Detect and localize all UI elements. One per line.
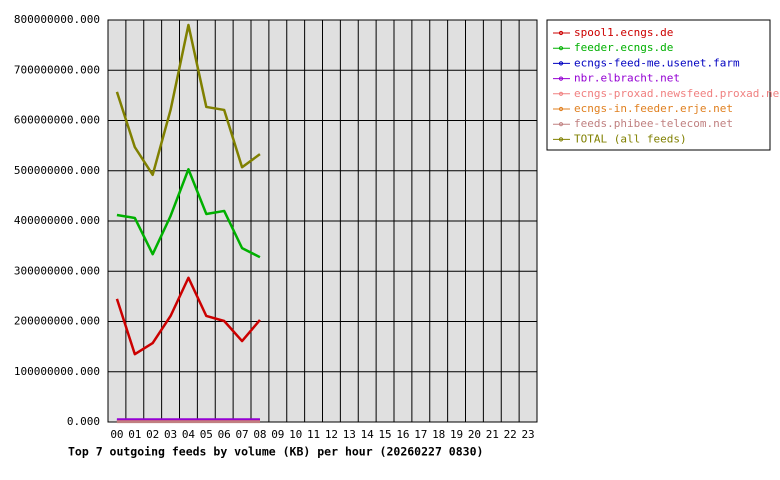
legend-marker [558, 91, 564, 96]
x-tick-label: 10 [289, 428, 302, 441]
legend-label: feeder.ecngs.de [574, 41, 673, 54]
x-tick-label: 22 [504, 428, 517, 441]
x-tick-label: 09 [271, 428, 284, 441]
x-tick-label: 05 [200, 428, 213, 441]
y-tick-label: 600000000.000 [14, 114, 100, 127]
y-tick-label: 300000000.000 [14, 264, 100, 277]
legend-marker [558, 76, 564, 81]
series-line [115, 23, 261, 177]
y-tick-label: 100000000.000 [14, 365, 100, 378]
x-tick-label: 16 [396, 428, 409, 441]
x-tick-label: 18 [432, 428, 445, 441]
plot-frame [107, 19, 538, 423]
legend-label: spool1.ecngs.de [574, 26, 673, 39]
x-tick-label: 21 [486, 428, 499, 441]
x-tick-label: 15 [378, 428, 391, 441]
y-tick-label: 0.000 [67, 415, 100, 428]
series-line [116, 167, 261, 259]
x-tick-label: 01 [128, 428, 141, 441]
x-tick-label: 13 [343, 428, 356, 441]
x-tick-label: 12 [325, 428, 338, 441]
x-tick-label: 20 [468, 428, 481, 441]
legend-marker [558, 46, 564, 51]
x-tick-label: 02 [146, 428, 159, 441]
x-tick-label: 11 [307, 428, 320, 441]
y-tick-label: 200000000.000 [14, 315, 100, 328]
legend-box [546, 19, 771, 151]
legend-label: ecngs-feed-me.usenet.farm [574, 56, 740, 69]
x-tick-label: 03 [164, 428, 177, 441]
legend-label: ecngs-in.feeder.erje.net [574, 102, 733, 115]
x-tick-label: 06 [218, 428, 231, 441]
x-tick-label: 17 [414, 428, 427, 441]
legend-label: TOTAL (all feeds) [574, 132, 687, 145]
legend-label: ecngs-proxad.newsfeed.proxad.net [574, 87, 780, 100]
y-tick-label: 800000000.000 [14, 13, 100, 26]
x-tick-label: 23 [521, 428, 534, 441]
legend-marker [558, 122, 564, 127]
y-tick-label: 400000000.000 [14, 214, 100, 227]
series-line [115, 276, 261, 356]
y-tick-label: 500000000.000 [14, 164, 100, 177]
chart-title: Top 7 outgoing feeds by volume (KB) per … [68, 445, 483, 459]
legend-marker [558, 137, 564, 142]
x-tick-label: 04 [182, 428, 196, 441]
x-tick-label: 08 [253, 428, 266, 441]
x-tick-label: 07 [235, 428, 248, 441]
x-tick-label: 00 [110, 428, 123, 441]
legend-marker [558, 61, 564, 66]
y-tick-label: 700000000.000 [14, 63, 100, 76]
legend-marker [558, 30, 564, 36]
x-tick-label: 14 [361, 428, 375, 441]
legend-marker [558, 106, 564, 112]
legend-label: nbr.elbracht.net [574, 72, 680, 85]
legend-label: feeds.phibee-telecom.net [574, 117, 733, 130]
x-tick-label: 19 [450, 428, 463, 441]
